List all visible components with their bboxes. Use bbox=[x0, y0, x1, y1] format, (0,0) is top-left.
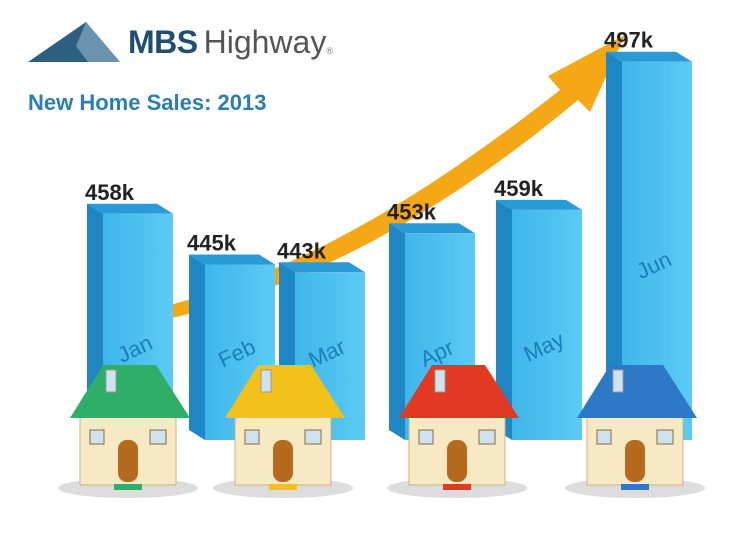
bar-side bbox=[189, 254, 205, 440]
logo: MBS Highway ® bbox=[28, 22, 333, 62]
bar-front bbox=[512, 209, 582, 440]
data-label: 497k bbox=[604, 28, 654, 53]
brand-name-bold: MBS bbox=[128, 23, 198, 60]
bar-side bbox=[606, 51, 622, 440]
brand-name-light: Highway bbox=[203, 23, 327, 60]
bar-top bbox=[606, 51, 692, 62]
bar-top bbox=[189, 254, 275, 265]
data-label: 459k bbox=[494, 176, 544, 201]
data-label: 443k bbox=[277, 238, 327, 263]
registered-mark: ® bbox=[326, 46, 333, 56]
bar-top bbox=[87, 203, 173, 214]
data-label: 458k bbox=[85, 180, 135, 205]
bar-top bbox=[279, 262, 365, 273]
trend-arrow bbox=[170, 35, 625, 318]
bar-side bbox=[389, 223, 405, 440]
house-icon bbox=[213, 365, 353, 498]
bar-top bbox=[496, 199, 582, 210]
chart-title: New Home Sales: 2013 bbox=[28, 90, 267, 115]
data-label: 453k bbox=[387, 199, 437, 224]
bar-top bbox=[389, 223, 475, 234]
house-icon bbox=[565, 365, 705, 498]
bar-side bbox=[496, 199, 512, 440]
house-icon bbox=[58, 365, 198, 498]
house-icon bbox=[387, 365, 527, 498]
mountain-logo-icon bbox=[28, 22, 120, 62]
data-label: 445k bbox=[187, 231, 237, 256]
